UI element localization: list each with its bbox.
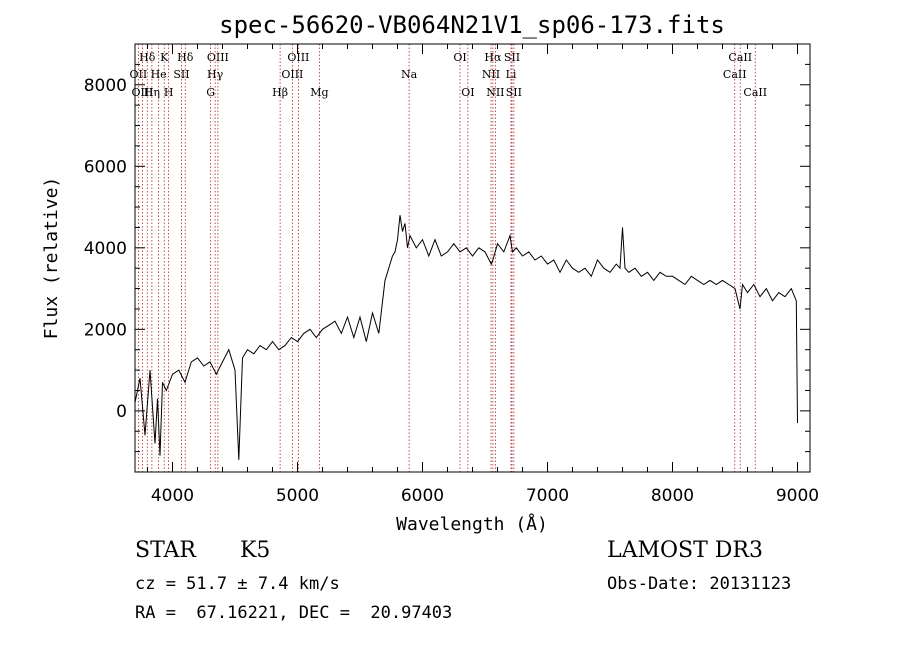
x-tick-label: 6000 <box>401 486 444 506</box>
y-tick-label: 4000 <box>84 239 127 259</box>
line-marker-label: OII <box>130 68 148 81</box>
y-tick-label: 2000 <box>84 320 127 340</box>
line-marker-label: He <box>151 68 167 81</box>
y-axis-ticks: 0 2000 4000 6000 8000 <box>84 43 810 453</box>
line-marker-label: NII <box>482 68 500 81</box>
line-marker-label: CaII <box>743 86 767 99</box>
line-marker-label: Hη <box>144 86 160 99</box>
x-tick-label: 8000 <box>651 486 694 506</box>
line-marker-label: H <box>164 86 174 99</box>
x-axis-label: Wavelength (Å) <box>396 513 548 535</box>
line-marker-label: SII <box>506 86 522 99</box>
x-tick-label: 9000 <box>776 486 819 506</box>
line-marker-label: OI <box>461 86 474 99</box>
line-marker-label: OIII <box>281 68 303 81</box>
line-marker-label: Hδ <box>139 51 156 64</box>
x-tick-label: 7000 <box>526 486 569 506</box>
redshift-velocity: cz = 51.7 ± 7.4 km/s <box>135 574 340 594</box>
x-tick-label: 5000 <box>276 486 319 506</box>
line-marker-label: Hγ <box>207 68 224 81</box>
line-marker-label: G <box>206 86 215 99</box>
line-marker-label: Na <box>401 68 418 81</box>
coordinates: RA = 67.16221, DEC = 20.97403 <box>135 603 453 623</box>
spectral-subclass: K5 <box>240 538 271 563</box>
y-axis-label: Flux (relative) <box>41 177 62 340</box>
line-marker-label: OIII <box>207 51 229 64</box>
series-line-0 <box>134 215 798 460</box>
line-marker-label: OIII <box>131 86 153 99</box>
line-marker-label: SII <box>504 51 520 64</box>
line-marker-label: SII <box>173 68 189 81</box>
line-marker-label: Hβ <box>272 86 288 99</box>
y-tick-label: 8000 <box>84 76 127 96</box>
line-marker-label: Li <box>506 68 517 81</box>
x-tick-label: 4000 <box>151 486 194 506</box>
line-marker-label: Hδ <box>177 51 194 64</box>
line-marker-label: Hα <box>484 51 502 64</box>
y-tick-label: 6000 <box>84 157 127 177</box>
line-marker-label: CaII <box>723 68 747 81</box>
line-marker-label: Mg <box>310 86 328 99</box>
y-tick-label: 0 <box>116 402 127 422</box>
line-marker-label: NII <box>486 86 504 99</box>
x-axis-ticks: 4000 5000 6000 7000 8000 9000 <box>147 44 819 506</box>
flux-series <box>134 215 798 460</box>
observation-date: Obs-Date: 20131123 <box>607 574 792 594</box>
chart-title: spec-56620-VB064N21V1_sp06-173.fits <box>219 11 725 39</box>
line-marker-label: CaII <box>728 51 752 64</box>
survey-name: LAMOST DR3 <box>607 538 763 563</box>
object-class: STAR <box>135 538 196 563</box>
line-marker-label: OI <box>453 51 466 64</box>
line-marker-label: OIII <box>287 51 309 64</box>
line-marker-label: K <box>160 51 169 64</box>
emission-line-markers: Hδ OII OIII K He Hη SII H Hδ OIII Hγ G Hβ OIII OIII Mg N… <box>130 44 767 472</box>
